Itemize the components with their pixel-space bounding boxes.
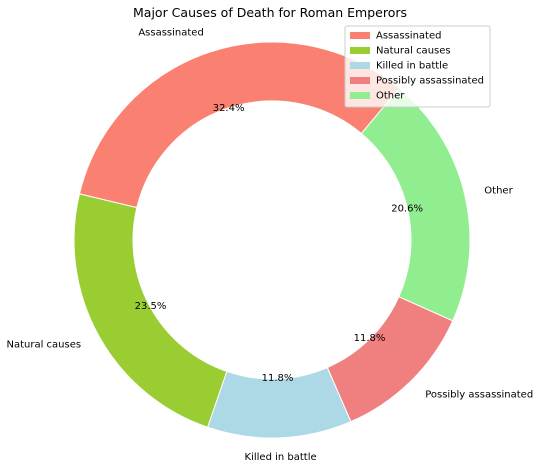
legend-label-natural-causes: Natural causes [376, 46, 451, 57]
legend-swatch-natural-causes [350, 47, 370, 54]
legend-swatch-possibly-assassinated [350, 77, 370, 84]
legend-swatch-other [350, 92, 370, 99]
percent-label-other: 20.6% [391, 203, 423, 214]
legend-label-assassinated: Assassinated [376, 31, 441, 42]
category-label-natural-causes: Natural causes [6, 339, 81, 350]
category-label-assassinated: Assassinated [138, 28, 203, 39]
slice-assassinated [78, 41, 400, 209]
legend-label-possibly-assassinated: Possibly assassinated [376, 76, 484, 87]
legend-swatch-killed-in-battle [350, 62, 370, 69]
legend: Assassinated Natural causes Killed in batt… [344, 25, 491, 108]
legend-label-other: Other [376, 91, 405, 102]
legend-box [344, 25, 491, 108]
category-labels-group: Assassinated Natural causes Killed in batt… [6, 28, 533, 463]
category-label-possibly-assassinated: Possibly assassinated [425, 389, 533, 400]
percent-label-assassinated: 32.4% [213, 103, 245, 114]
slice-possibly-assassinated [326, 296, 454, 423]
slices-group [73, 41, 471, 439]
category-label-other: Other [484, 186, 513, 197]
chart-title: Major Causes of Death for Roman Emperors [133, 5, 407, 20]
percent-label-killed-in-battle: 11.8% [262, 373, 294, 384]
percent-label-possibly-assassinated: 11.8% [354, 333, 386, 344]
percent-label-natural-causes: 23.5% [135, 301, 167, 312]
percent-labels-group: 32.4% 23.5% 11.8% 11.8% 20.6% [135, 103, 423, 384]
category-label-killed-in-battle: Killed in battle [245, 452, 317, 463]
legend-label-killed-in-battle: Killed in battle [376, 61, 448, 72]
legend-swatch-assassinated [350, 32, 370, 39]
